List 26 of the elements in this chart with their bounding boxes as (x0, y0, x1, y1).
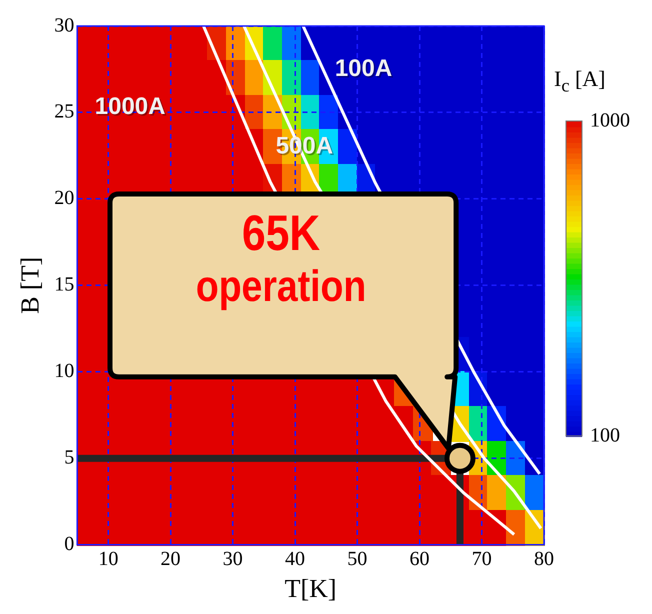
annotation: 500A (277, 134, 335, 162)
y-tick-label: 25 (54, 100, 74, 123)
y-axis-title: B [T] (15, 256, 44, 314)
annotation: operation (194, 260, 367, 313)
annotation: 65K (240, 204, 321, 261)
x-tick-label: 40 (285, 548, 306, 570)
x-tick-label: 50 (347, 548, 368, 570)
annotation: 1000A (96, 94, 167, 122)
x-tick-label: 30 (222, 548, 243, 570)
annotation: 100A (336, 56, 394, 84)
y-tick-label: 5 (64, 446, 74, 469)
speech-bubble: 65K operation (106, 190, 460, 452)
y-tick-label: 0 (64, 533, 74, 556)
y-tick-label: 30 (54, 14, 74, 36)
color-bar-label: 100 (590, 424, 620, 446)
x-tick-label: 70 (472, 548, 492, 570)
color-bar-label: 1000 (590, 109, 630, 132)
x-tick-label: 10 (98, 548, 118, 570)
x-tick-label: 60 (410, 548, 430, 570)
y-tick-label: 15 (54, 274, 74, 296)
color-bar-title: I$_{c}$ [A] (554, 66, 606, 96)
x-axis-title: T[K] (284, 574, 337, 604)
y-tick-label: 10 (54, 360, 74, 382)
x-tick-label: 80 (534, 548, 554, 570)
x-tick-label: 20 (160, 548, 181, 570)
y-tick-label: 20 (54, 187, 74, 210)
